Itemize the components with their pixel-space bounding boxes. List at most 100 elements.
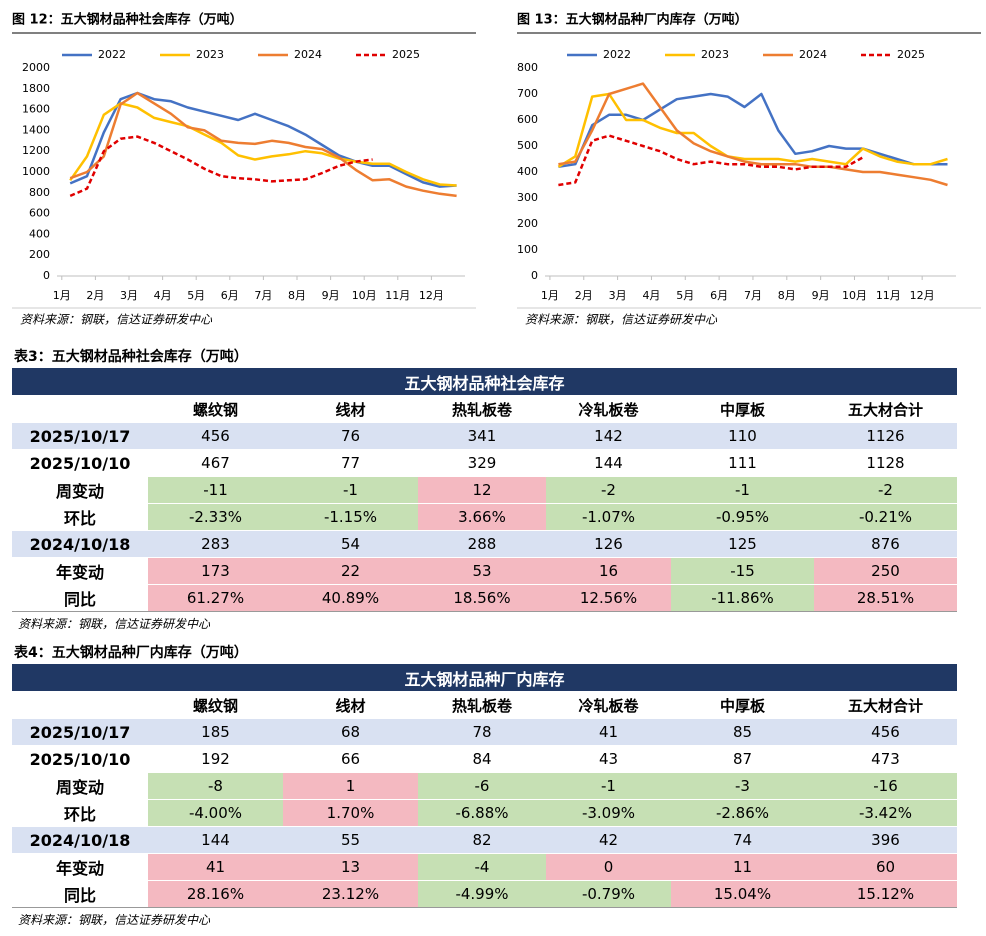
y-tick-label: 1000 [22, 165, 50, 178]
table-title: 五大钢材品种社会库存 [12, 367, 957, 396]
x-tick-label: 4月 [642, 289, 660, 302]
corner [12, 395, 148, 423]
table-cell: 18.56% [418, 584, 546, 612]
table-cell: -0.95% [671, 503, 814, 531]
x-tick-label: 11月 [385, 289, 410, 302]
table-row: 2025/10/10 192 66 84 43 87 473 [12, 745, 957, 773]
table-cell: -3.42% [814, 799, 957, 827]
column-header: 五大材合计 [814, 691, 957, 719]
charts: 图 12：五大钢材品种社会库存（万吨） 资料来源：钢联，信达证券研发中心 0 200 4… [12, 12, 981, 327]
y-tick-label: 0 [43, 269, 50, 282]
row-label: 2024/10/18 [12, 826, 148, 854]
table-cell: -1 [671, 476, 814, 504]
row-label: 环比 [12, 503, 148, 531]
table-title: 五大钢材品种厂内库存 [12, 663, 957, 692]
table-cell: 1128 [814, 449, 957, 477]
x-tick-label: 9月 [812, 289, 830, 302]
series-line [557, 92, 948, 168]
table-cell: -0.79% [546, 880, 671, 908]
x-tick-label: 7月 [254, 289, 272, 302]
table-cell: 192 [148, 745, 283, 773]
table-cell: -1.07% [546, 503, 671, 531]
table-cell: 341 [418, 422, 546, 450]
x-tick-label: 7月 [744, 289, 762, 302]
table-cell: -3 [671, 772, 814, 800]
table-cell: 66 [283, 745, 418, 773]
table-source: 资料来源：钢联，信达证券研发中心 [18, 913, 211, 927]
table-cell: 11 [671, 853, 814, 881]
table-cell: 15.04% [671, 880, 814, 908]
x-tick-label: 10月 [842, 289, 867, 302]
column-header: 螺纹钢 [148, 395, 283, 423]
table-cell: 23.12% [283, 880, 418, 908]
table-cell: 40.89% [283, 584, 418, 612]
table-cell: 28.16% [148, 880, 283, 908]
table-cell: 126 [546, 530, 671, 558]
y-tick-label: 1200 [22, 144, 50, 157]
table-cell: 876 [814, 530, 957, 558]
y-tick-label: 400 [517, 165, 538, 178]
row-label: 2024/10/18 [12, 530, 148, 558]
table-row: 2024/10/18 144 55 82 42 74 396 [12, 826, 957, 854]
table-cell: 0 [546, 853, 671, 881]
table-cell: 12.56% [546, 584, 671, 612]
y-tick-label: 700 [517, 87, 538, 100]
data-table: 五大钢材品种社会库存 螺纹钢 线材 热轧板卷 冷轧板卷 中厚板 五大材合计 2025/10/1… [12, 367, 957, 612]
x-tick-label: 10月 [352, 289, 377, 302]
y-tick-label: 0 [531, 269, 538, 282]
table-cell: -2.86% [671, 799, 814, 827]
row-label: 2025/10/17 [12, 718, 148, 746]
table-cell: 78 [418, 718, 546, 746]
column-header: 热轧板卷 [418, 691, 546, 719]
y-tick-label: 600 [517, 113, 538, 126]
x-tick-label: 9月 [322, 289, 340, 302]
table-cell: 467 [148, 449, 283, 477]
table-cell: 54 [283, 530, 418, 558]
table-cell: 250 [814, 557, 957, 585]
source: 资料来源：钢联，信达证券研发中心 [525, 313, 718, 327]
chart-title: 图 13：五大钢材品种厂内库存（万吨） [517, 12, 748, 28]
column-row: 螺纹钢 线材 热轧板卷 冷轧板卷 中厚板 五大材合计 [12, 691, 957, 719]
x-tick-label: 3月 [120, 289, 138, 302]
table-cell: -6.88% [418, 799, 546, 827]
table-row: 2025/10/17 456 76 341 142 110 1126 [12, 422, 957, 450]
table-cell: -4 [418, 853, 546, 881]
series-line [69, 135, 373, 198]
x-tick-label: 2月 [86, 289, 104, 302]
table-cell: -11.86% [671, 584, 814, 612]
x-tick-label: 2月 [575, 289, 593, 302]
table-row: 2024/10/18 283 54 288 126 125 876 [12, 530, 957, 558]
table-cell: 74 [671, 826, 814, 854]
row-label: 周变动 [12, 772, 148, 800]
row-label: 2025/10/10 [12, 745, 148, 773]
corner [12, 691, 148, 719]
table-cell: -4.99% [418, 880, 546, 908]
table-cell: 43 [546, 745, 671, 773]
y-tick-label: 100 [517, 243, 538, 256]
legend-label: 2024 [294, 48, 322, 61]
table-cell: 61.27% [148, 584, 283, 612]
column-header: 冷轧板卷 [546, 395, 671, 423]
table-cell: 111 [671, 449, 814, 477]
table-caption: 表4：五大钢材品种厂内库存（万吨） [14, 645, 248, 661]
column-row: 螺纹钢 线材 热轧板卷 冷轧板卷 中厚板 五大材合计 [12, 395, 957, 423]
table-row: 周变动 -8 1 -6 -1 -3 -16 [12, 772, 957, 800]
y-tick-label: 1800 [22, 82, 50, 95]
row-label: 环比 [12, 799, 148, 827]
table-row: 周变动 -11 -1 12 -2 -1 -2 [12, 476, 957, 504]
table-cell: 1126 [814, 422, 957, 450]
row-label: 周变动 [12, 476, 148, 504]
table-row: 年变动 173 22 53 16 -15 250 [12, 557, 957, 585]
table-cell: -8 [148, 772, 283, 800]
source: 资料来源：钢联，信达证券研发中心 [20, 313, 213, 327]
table-cell: -2 [546, 476, 671, 504]
legend-label: 2023 [701, 48, 729, 61]
table-cell: -1 [546, 772, 671, 800]
x-tick-label: 6月 [710, 289, 728, 302]
table-cell: -3.09% [546, 799, 671, 827]
table-cell: 142 [546, 422, 671, 450]
table-cell: 185 [148, 718, 283, 746]
y-tick-label: 800 [517, 61, 538, 74]
table-cell: 13 [283, 853, 418, 881]
x-tick-label: 6月 [221, 289, 239, 302]
